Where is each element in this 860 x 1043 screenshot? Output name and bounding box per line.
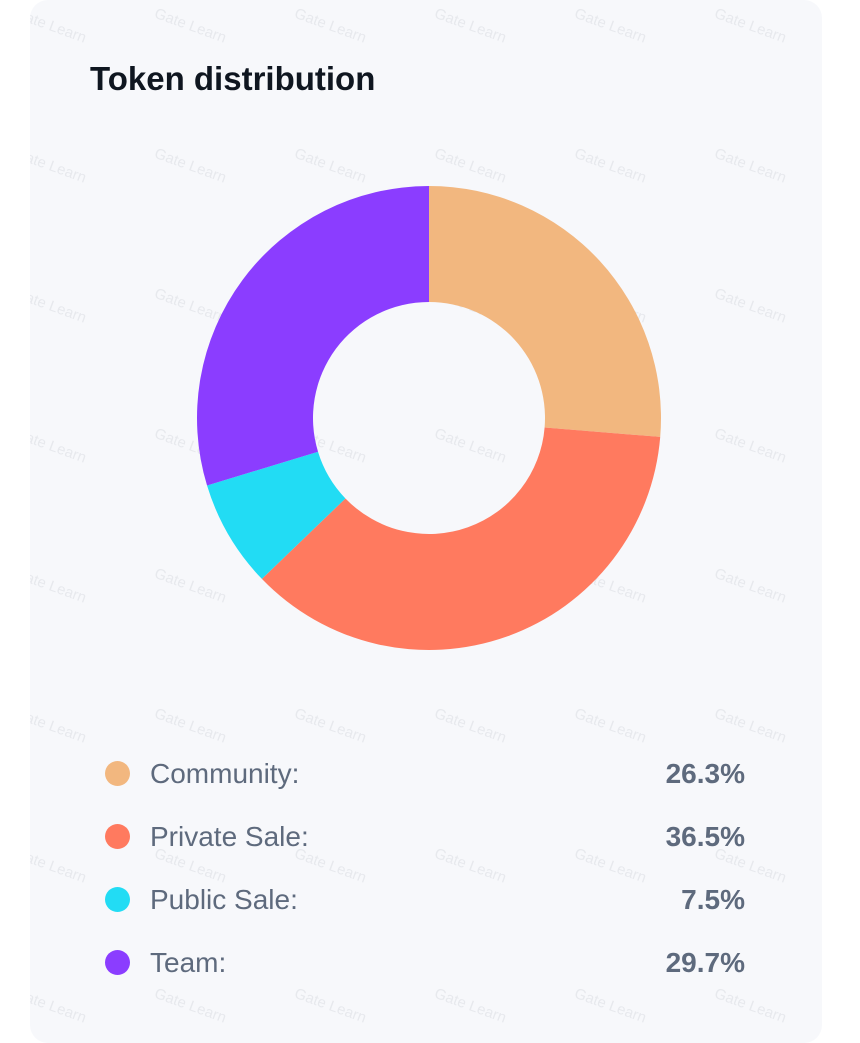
legend-item-team: Team: 29.7% <box>105 931 745 994</box>
watermark-text: Gate Learn <box>572 705 649 747</box>
public-sale-color-dot <box>105 887 130 912</box>
legend-label: Community: <box>150 757 300 789</box>
team-color-dot <box>105 950 130 975</box>
legend-item-public-sale: Public Sale: 7.5% <box>105 868 745 931</box>
legend-value: 7.5% <box>681 883 745 915</box>
community-color-dot <box>105 761 130 786</box>
private-sale-color-dot <box>105 824 130 849</box>
legend-label: Team: <box>150 946 227 978</box>
legend-label: Private Sale: <box>150 820 309 852</box>
watermark-text: Gate Learn <box>152 5 229 47</box>
donut-chart <box>197 186 661 650</box>
watermark-text: Gate Learn <box>30 845 89 887</box>
chart-legend: Community: 26.3% Private Sale: 36.5% Pub… <box>105 742 745 994</box>
watermark-text: Gate Learn <box>712 705 789 747</box>
watermark-text: Gate Learn <box>572 5 649 47</box>
watermark-text: Gate Learn <box>292 5 369 47</box>
legend-label: Public Sale: <box>150 883 298 915</box>
watermark-text: Gate Learn <box>432 5 509 47</box>
watermark-text: Gate Learn <box>30 5 89 47</box>
chart-title: Token distribution <box>90 60 376 97</box>
watermark-text: Gate Learn <box>712 5 789 47</box>
slice-public-sale <box>207 451 346 579</box>
slice-community <box>429 186 661 437</box>
watermark-text: Gate Learn <box>432 705 509 747</box>
legend-value: 26.3% <box>665 757 745 789</box>
slice-private-sale <box>261 427 661 650</box>
watermark-text: Gate Learn <box>30 705 89 747</box>
legend-item-community: Community: 26.3% <box>105 742 745 805</box>
legend-item-private-sale: Private Sale: 36.5% <box>105 805 745 868</box>
token-distribution-card: Gate Learn Gate Learn Gate Learn Gate Learn… <box>30 0 822 1043</box>
slice-team <box>197 186 429 486</box>
legend-value: 29.7% <box>665 946 745 978</box>
watermark-text: Gate Learn <box>30 985 89 1027</box>
watermark-text: Gate Learn <box>152 705 229 747</box>
legend-value: 36.5% <box>665 820 745 852</box>
watermark-text: Gate Learn <box>292 705 369 747</box>
